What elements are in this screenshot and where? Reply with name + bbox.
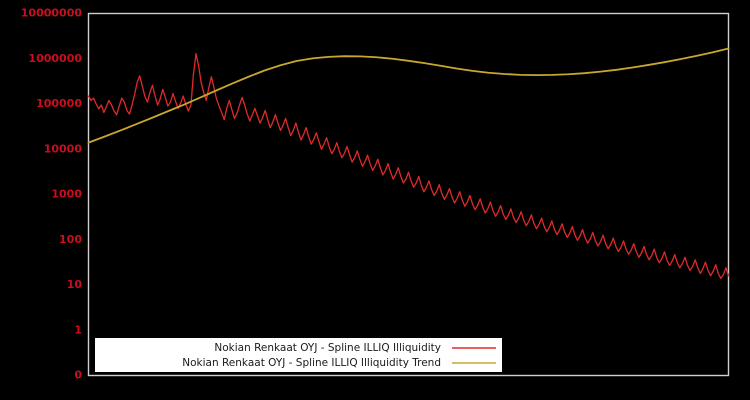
- y-axis-tick-label: 10000: [44, 142, 83, 155]
- y-axis-tick-label: 10000000: [21, 7, 83, 20]
- plot-frame-border: [87, 12, 730, 377]
- series-lines: [87, 47, 730, 280]
- chart-legend: Nokian Renkaat OYJ - Spline ILLIQ Illiqu…: [95, 338, 502, 372]
- y-axis-tick-label: 100000: [36, 97, 82, 110]
- y-axis-tick-label: 1000000: [28, 52, 82, 65]
- y-axis-tick-label: 0: [74, 369, 82, 382]
- y-axis-tick-label: 10: [67, 278, 83, 291]
- series-line-illiquidity-trend: [87, 47, 730, 144]
- legend-label: Nokian Renkaat OYJ - Spline ILLIQ Illiqu…: [214, 342, 441, 354]
- y-axis-tick-label: 100: [59, 233, 82, 246]
- y-axis-tick-label: 1: [74, 323, 82, 336]
- legend-label: Nokian Renkaat OYJ - Spline ILLIQ Illiqu…: [182, 357, 441, 369]
- legend-background: [95, 338, 502, 372]
- legend-entry-list: Nokian Renkaat OYJ - Spline ILLIQ Illiqu…: [182, 342, 496, 369]
- y-axis-tick-label: 1000: [51, 188, 82, 201]
- series-line-illiquidity: [87, 52, 730, 280]
